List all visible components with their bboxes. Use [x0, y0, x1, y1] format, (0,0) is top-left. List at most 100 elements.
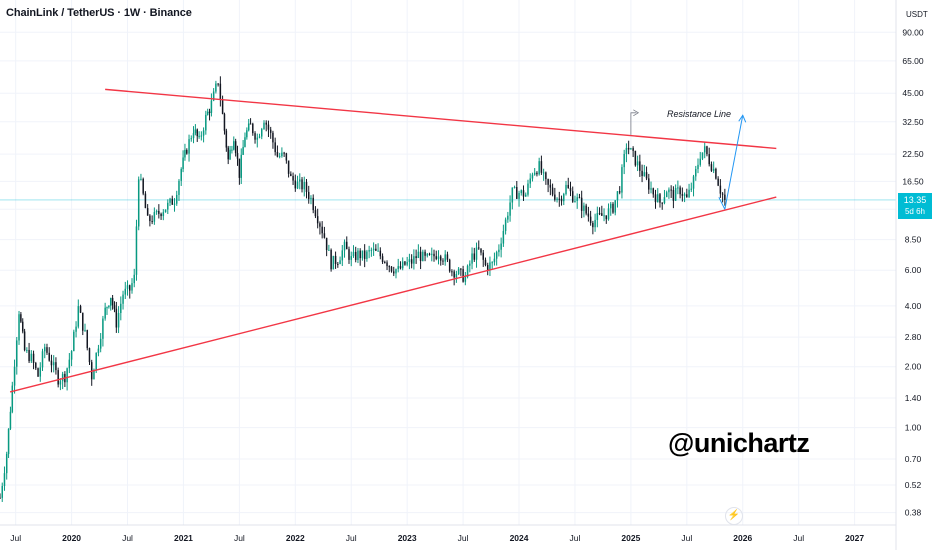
candle-body — [362, 250, 364, 258]
candle-body — [324, 233, 326, 238]
candle-body — [98, 349, 100, 353]
candle-body — [677, 187, 679, 188]
candle-body — [552, 188, 554, 195]
candle-body — [193, 133, 195, 138]
candle-body — [328, 250, 330, 251]
candle-body — [606, 215, 608, 219]
candle-body — [608, 208, 610, 219]
candle-body — [440, 256, 442, 260]
x-tick-label: Jul — [234, 533, 245, 543]
candle-body — [16, 340, 18, 366]
candle-body — [263, 123, 265, 129]
x-tick-label: Jul — [122, 533, 133, 543]
candle-body — [147, 208, 149, 215]
candle-body — [438, 256, 440, 259]
candle-body — [532, 175, 534, 179]
candle-body — [465, 277, 467, 282]
candle-body — [89, 348, 91, 362]
candle-body — [149, 216, 151, 221]
candle-layer — [0, 76, 726, 502]
candle-body — [646, 172, 648, 178]
candle-body — [110, 298, 112, 306]
candle-body — [268, 125, 270, 130]
candle-body — [563, 194, 565, 201]
candle-body — [239, 159, 241, 178]
candle-body — [353, 252, 355, 256]
candle-body — [178, 181, 180, 195]
candle-body — [697, 165, 699, 169]
candle-body — [281, 153, 283, 156]
candle-body — [451, 271, 453, 272]
candle-body — [106, 307, 108, 308]
lightning-icon[interactable]: ⚡ — [725, 507, 743, 525]
candle-body — [471, 253, 473, 263]
candle-body — [574, 201, 576, 202]
candle-body — [286, 153, 288, 160]
candle-body — [1, 486, 3, 498]
y-tick-label: 45.00 — [902, 88, 924, 98]
candle-body — [122, 295, 124, 304]
last-price-value: 13.35 — [904, 195, 927, 205]
candle-body — [346, 242, 348, 249]
candle-body — [333, 256, 335, 269]
candle-body — [368, 250, 370, 251]
candle-body — [158, 211, 160, 214]
candle-body — [295, 181, 297, 189]
y-tick-label: 22.50 — [902, 149, 924, 159]
candle-body — [415, 256, 417, 258]
candle-body — [80, 306, 82, 313]
candle-body — [357, 251, 359, 260]
candle-body — [389, 266, 391, 267]
candle-body — [402, 262, 404, 269]
candle-body — [229, 150, 231, 160]
annotation-leader — [631, 113, 636, 135]
pair-title: ChainLink / TetherUS · 1W · Binance — [6, 7, 192, 19]
candle-body — [6, 454, 8, 473]
candle-body — [319, 223, 321, 226]
candle-body — [244, 137, 246, 147]
candle-body — [418, 252, 420, 258]
candle-body — [496, 252, 498, 259]
candle-body — [261, 129, 263, 136]
x-tick-label: 2023 — [398, 533, 417, 543]
candle-body — [344, 242, 346, 251]
candle-body — [233, 141, 235, 149]
candle-body — [597, 213, 599, 220]
candle-body — [592, 223, 594, 227]
candle-body — [283, 153, 285, 154]
y-tick-label: 16.50 — [902, 176, 924, 186]
candle-body — [576, 197, 578, 201]
candle-body — [478, 247, 480, 248]
candle-body — [33, 354, 35, 363]
candle-body — [176, 195, 178, 204]
candle-body — [118, 313, 120, 328]
candle-body — [40, 367, 42, 376]
axis-unit-label[interactable]: USDT — [906, 10, 928, 19]
candle-body — [330, 250, 332, 269]
candle-body — [456, 274, 458, 278]
candle-body — [186, 150, 188, 154]
candle-body — [235, 141, 237, 153]
candle-body — [536, 173, 538, 174]
candle-body — [57, 370, 59, 384]
candle-body — [51, 361, 53, 366]
candle-body — [254, 133, 256, 139]
candle-body — [556, 199, 558, 200]
candle-body — [567, 185, 569, 188]
candle-body — [507, 216, 509, 220]
candle-body — [220, 84, 222, 100]
candle-body — [644, 172, 646, 176]
candle-body — [265, 123, 267, 125]
candle-body — [191, 138, 193, 139]
candle-body — [397, 266, 399, 269]
candle-body — [102, 319, 104, 339]
candle-body — [534, 173, 536, 175]
projection-arrow — [725, 115, 743, 209]
candle-body — [653, 188, 655, 194]
x-tick-label: 2027 — [845, 533, 864, 543]
candle-body — [413, 256, 415, 263]
candle-body — [686, 194, 688, 197]
candle-body — [447, 254, 449, 259]
candle-body — [474, 253, 476, 259]
